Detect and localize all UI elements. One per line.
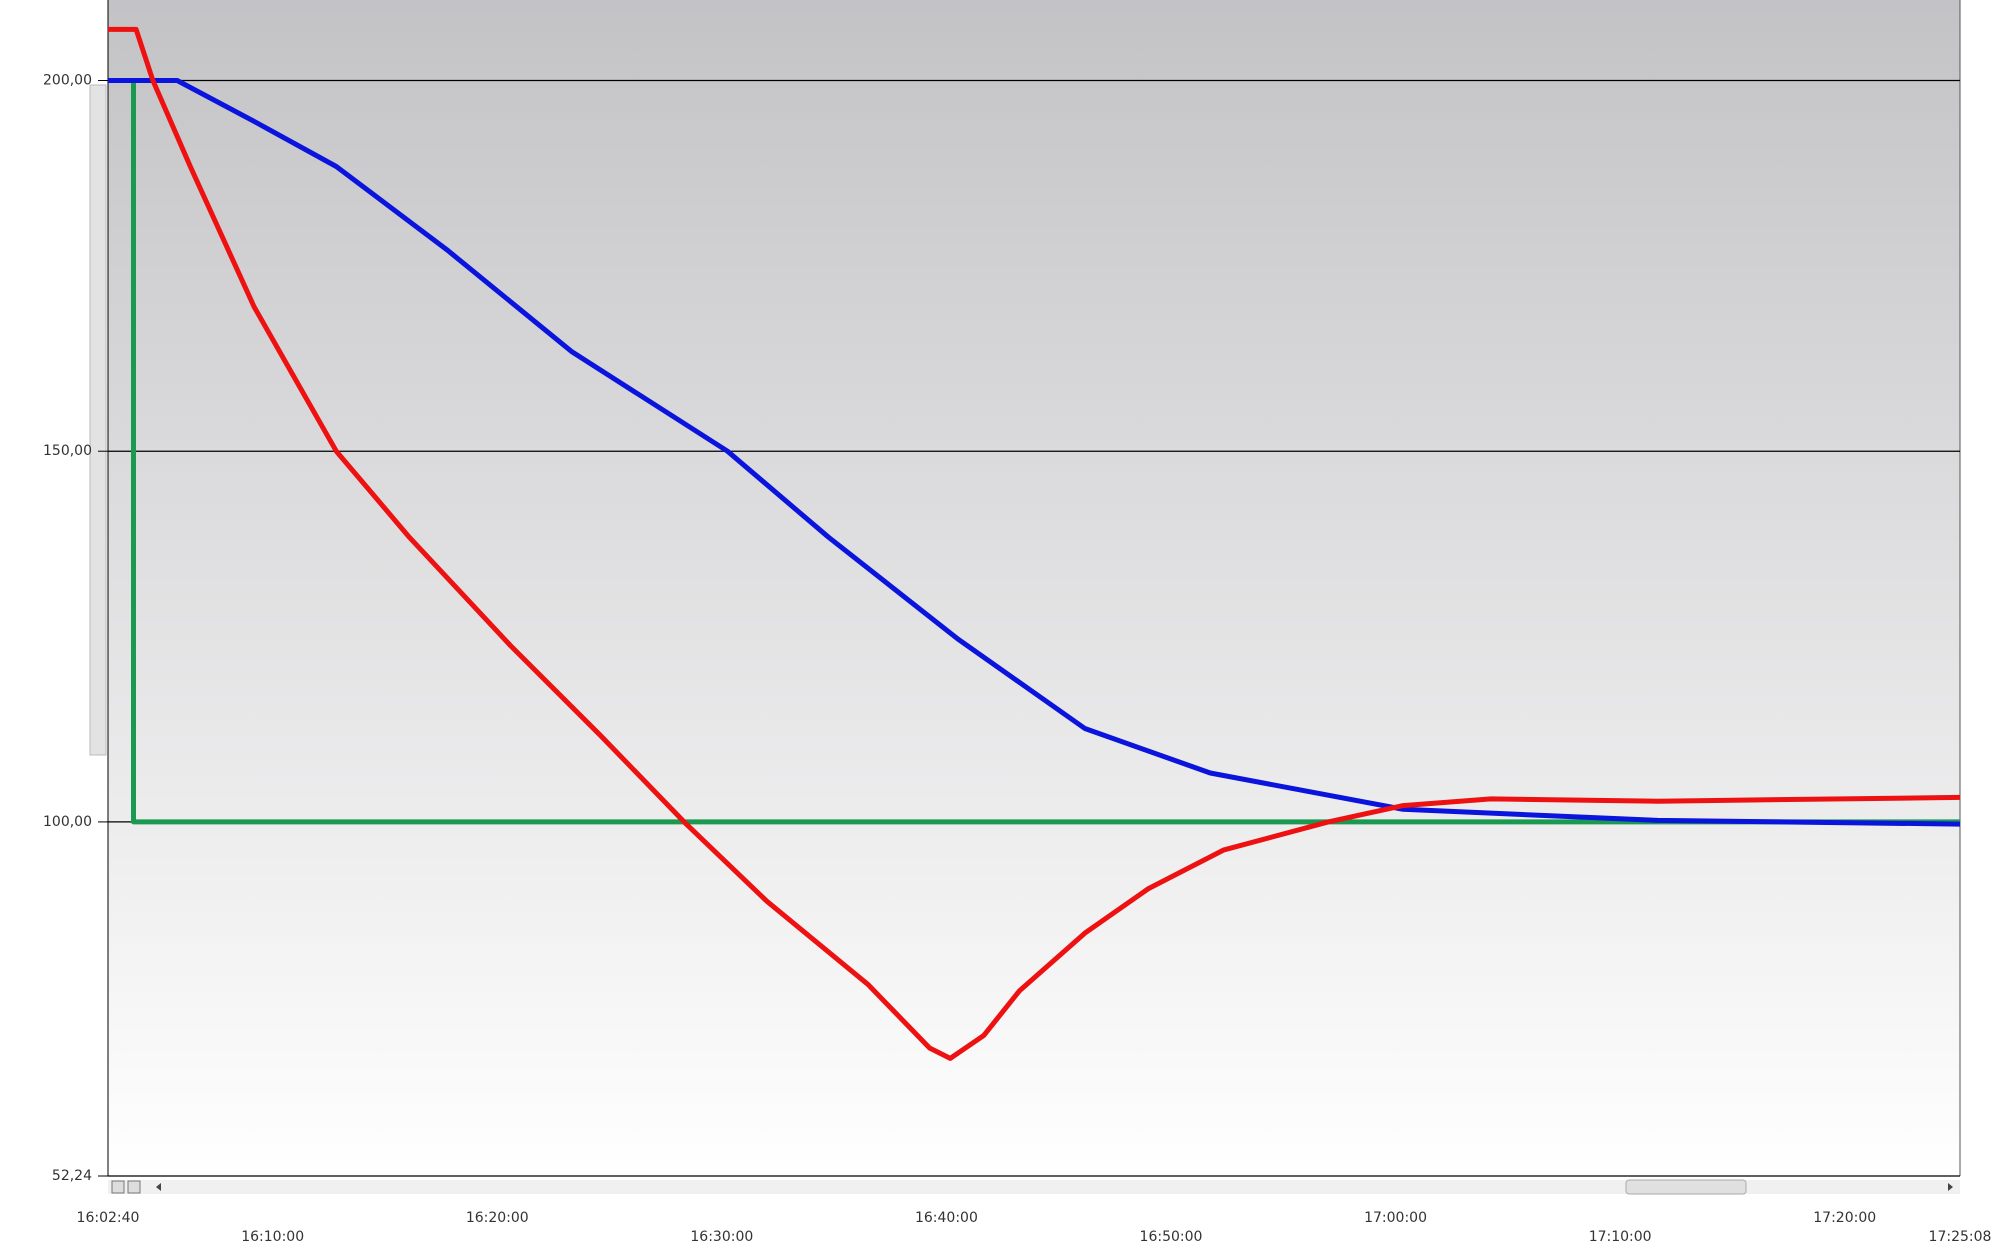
x-tick-label: 17:00:00 xyxy=(1364,1210,1427,1226)
x-tick-label: 17:25:08 xyxy=(1929,1229,1992,1245)
x-tick-label: 16:10:00 xyxy=(241,1229,304,1245)
y-tick-label: 100,00 xyxy=(43,814,92,830)
v-scroll-thumb[interactable] xyxy=(89,84,107,756)
reset-button[interactable] xyxy=(127,1180,141,1194)
series-line xyxy=(108,26,1961,1061)
x-tick-label: 17:20:00 xyxy=(1813,1210,1876,1226)
plot-area xyxy=(108,0,1960,1176)
x-tick-label: 16:50:00 xyxy=(1140,1229,1203,1245)
zoom-button[interactable] xyxy=(111,1180,125,1194)
h-scrollbar[interactable] xyxy=(108,1180,1960,1194)
y-tick-label: 52,24 xyxy=(52,1168,92,1184)
x-tick-label: 17:10:00 xyxy=(1589,1229,1652,1245)
x-tick-label: 16:40:00 xyxy=(915,1210,978,1226)
x-tick-label: 16:30:00 xyxy=(690,1229,753,1245)
y-tick-label: 200,00 xyxy=(43,73,92,89)
series-line xyxy=(108,78,1961,827)
y-tick-label: 150,00 xyxy=(43,443,92,459)
x-tick-label: 16:02:40 xyxy=(77,1210,140,1226)
x-tick-label: 16:20:00 xyxy=(466,1210,529,1226)
h-scroll-thumb[interactable] xyxy=(1625,1179,1747,1195)
